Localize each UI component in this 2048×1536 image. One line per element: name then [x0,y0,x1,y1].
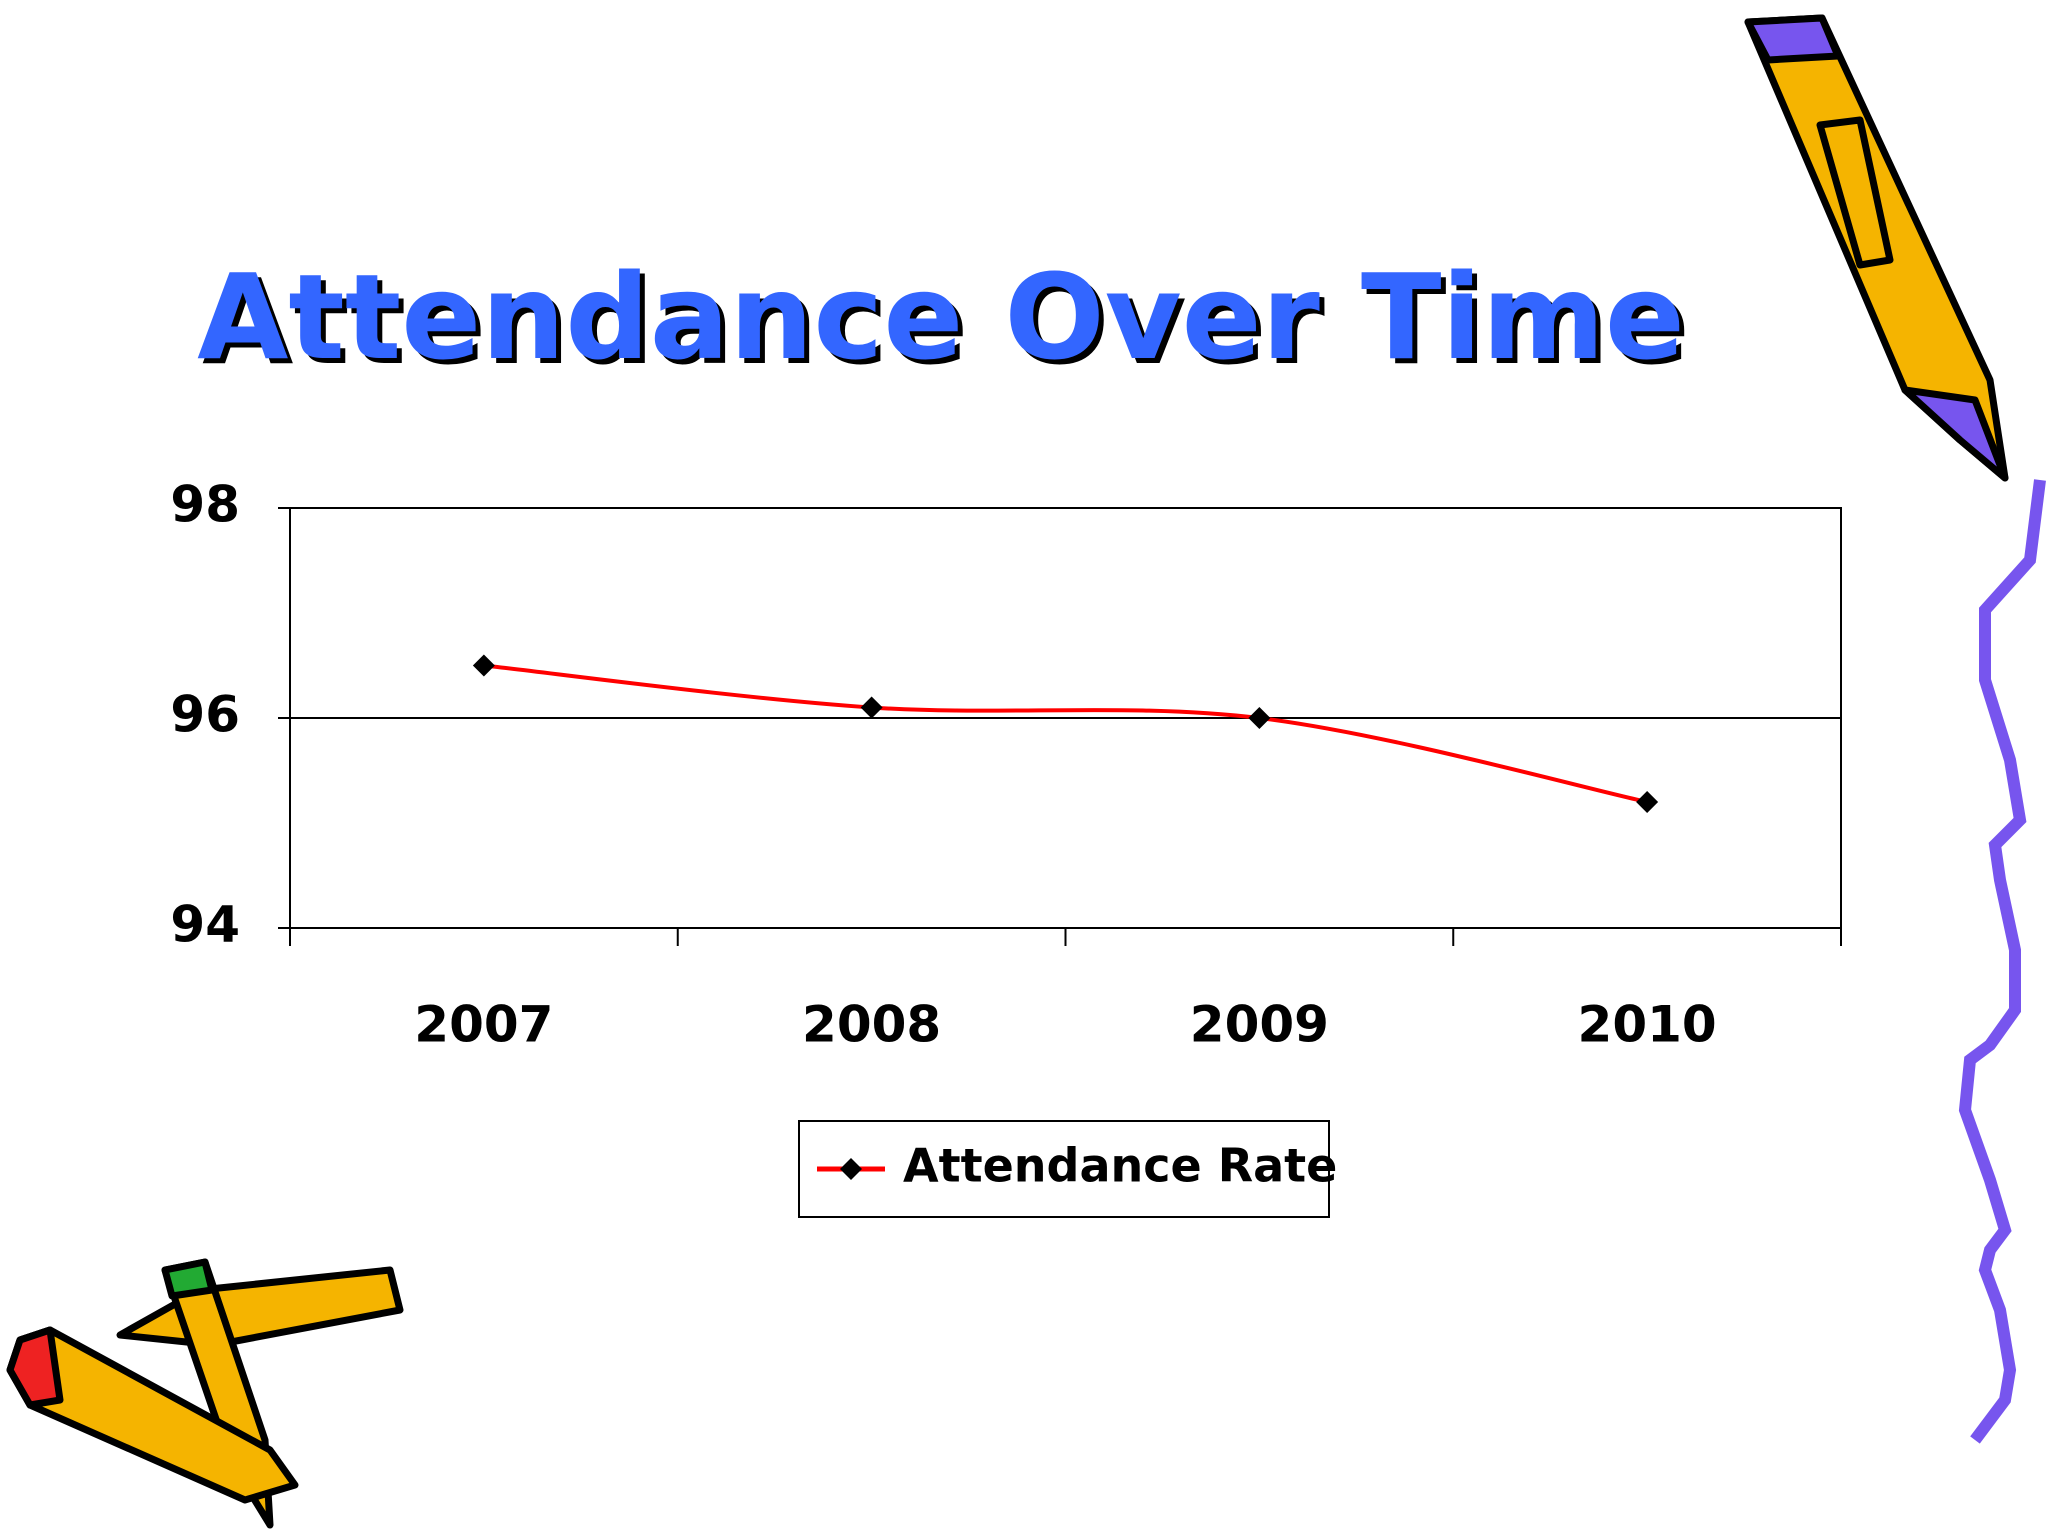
chart-title-shadow: Attendance Over Time [202,253,1690,391]
data-point [860,696,883,719]
data-point [1248,707,1271,729]
x-tick-label: 2010 [1578,996,1717,1054]
legend-box [798,1120,1330,1218]
legend-marker [840,1158,862,1180]
x-tick-label: 2007 [414,996,553,1054]
wavy-decoration [1958,479,2046,1444]
series-line [483,663,1648,804]
legend-label: Attendance Rate [903,1139,1337,1193]
pencil-decoration [1744,14,2009,482]
chart-title: Attendance Over Time [197,248,1685,386]
y-tick-label: 98 [170,476,240,534]
y-tick-label: 96 [170,686,240,744]
y-tick-label: 94 [170,896,240,954]
data-point [1636,791,1659,813]
pencils-decoration [6,1258,404,1529]
x-tick-label: 2008 [802,996,941,1054]
data-point [472,654,495,677]
x-tick-label: 2009 [1190,996,1329,1054]
